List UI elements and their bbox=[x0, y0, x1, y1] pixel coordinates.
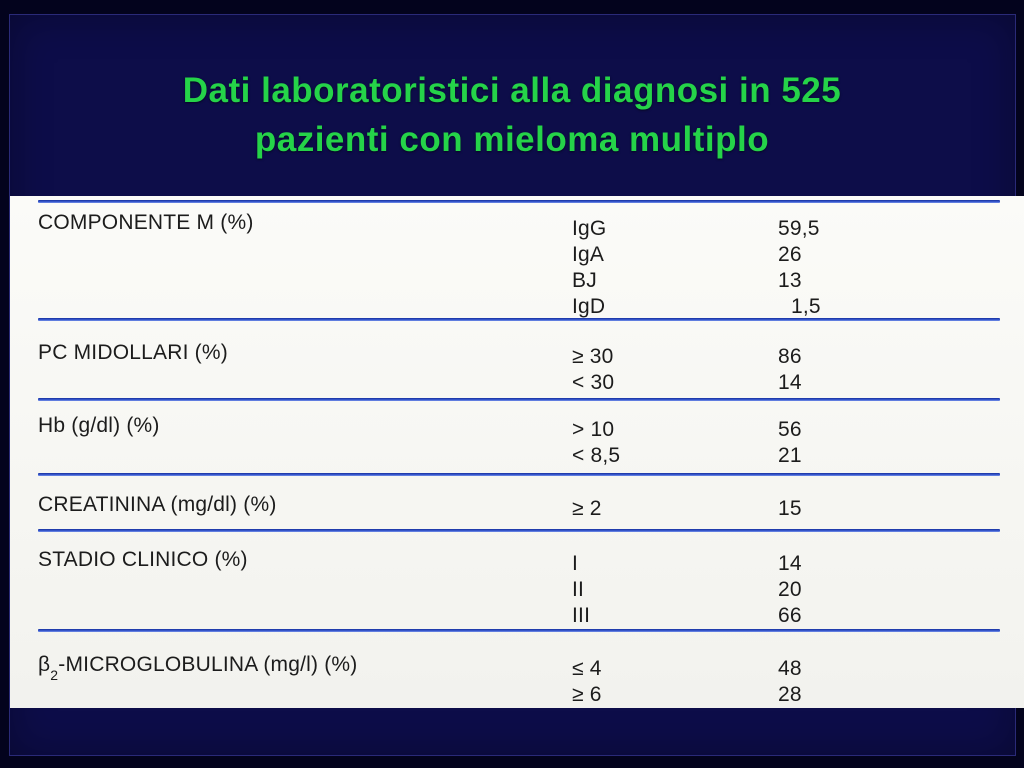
criterion-cell: IgA bbox=[572, 243, 605, 266]
criterion-cell: ≥ 2 bbox=[572, 497, 602, 520]
row-label: STADIO CLINICO (%) bbox=[38, 548, 248, 571]
row-label: β2-MICROGLOBULINA (mg/l) (%) bbox=[38, 652, 358, 682]
row-label: PC MIDOLLARI (%) bbox=[38, 341, 228, 364]
criterion-cell: IgD bbox=[572, 295, 606, 318]
table-rule bbox=[38, 473, 1000, 476]
value-cell: 15 bbox=[778, 497, 802, 520]
value-cell: 28 bbox=[778, 683, 802, 706]
criterion-cell: > 10 bbox=[572, 418, 615, 441]
value-cell: 86 bbox=[778, 345, 802, 368]
value-cell: 26 bbox=[778, 243, 802, 266]
criterion-cell: I bbox=[572, 552, 579, 575]
title-line-1: Dati laboratoristici alla diagnosi in 52… bbox=[182, 71, 842, 110]
criterion-cell: IgG bbox=[572, 217, 607, 240]
value-cell: 20 bbox=[778, 578, 802, 601]
value-cell: 66 bbox=[778, 604, 802, 627]
criterion-cell: III bbox=[572, 604, 591, 627]
value-cell: 1,5 bbox=[791, 295, 821, 318]
row-label-text: -MICROGLOBULINA (mg/l) (%) bbox=[58, 653, 358, 676]
value-cell: 59,5 bbox=[778, 217, 820, 240]
table-rule bbox=[38, 200, 1000, 203]
criterion-cell: BJ bbox=[572, 269, 597, 292]
lab-data-table: COMPONENTE M (%) IgG IgA BJ IgD 59,5 26 … bbox=[10, 196, 1024, 708]
value-cell: 48 bbox=[778, 657, 802, 680]
title-line-2: pazienti con mieloma multiplo bbox=[254, 120, 770, 159]
table-rule bbox=[38, 398, 1000, 401]
row-label: CREATININA (mg/dl) (%) bbox=[38, 493, 277, 516]
beta-symbol: β bbox=[38, 653, 51, 676]
row-label: Hb (g/dl) (%) bbox=[38, 414, 160, 437]
value-cell: 21 bbox=[778, 444, 802, 467]
table-rule bbox=[38, 529, 1000, 532]
row-label: COMPONENTE M (%) bbox=[38, 211, 254, 234]
criterion-cell: ≥ 30 bbox=[572, 345, 614, 368]
value-cell: 14 bbox=[778, 371, 802, 394]
criterion-cell: ≤ 4 bbox=[572, 657, 602, 680]
criterion-cell: < 30 bbox=[572, 371, 615, 394]
criterion-cell: II bbox=[572, 578, 585, 601]
slide-title: Dati laboratoristici alla diagnosi in 52… bbox=[0, 66, 1024, 164]
value-cell: 56 bbox=[778, 418, 802, 441]
table-rule bbox=[38, 629, 1000, 632]
value-cell: 14 bbox=[778, 552, 802, 575]
value-cell: 13 bbox=[778, 269, 802, 292]
table-rule bbox=[38, 318, 1000, 321]
criterion-cell: < 8,5 bbox=[572, 444, 621, 467]
beta-subscript: 2 bbox=[50, 667, 59, 684]
criterion-cell: ≥ 6 bbox=[572, 683, 602, 706]
